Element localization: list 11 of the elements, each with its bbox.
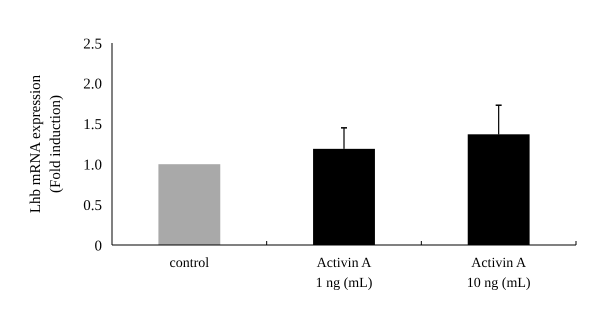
y-tick-label: 2.0 (83, 76, 102, 93)
y-tick-label: 1.0 (83, 157, 102, 174)
y-axis-title: Lhb mRNA expression (Fold induction) (28, 74, 64, 214)
x-tick-label: Activin A 1 ng (mL) (316, 256, 373, 291)
x-tick-label: control (170, 256, 210, 271)
y-tick-label: 0.5 (83, 198, 102, 214)
y-tick-label: 1.5 (83, 117, 102, 134)
y-tick-label: 0 (94, 238, 102, 254)
y-tick-label: 2.5 (83, 36, 102, 52)
x-tick-label: Activin A 10 ng (mL) (466, 256, 531, 291)
bar (158, 164, 220, 245)
